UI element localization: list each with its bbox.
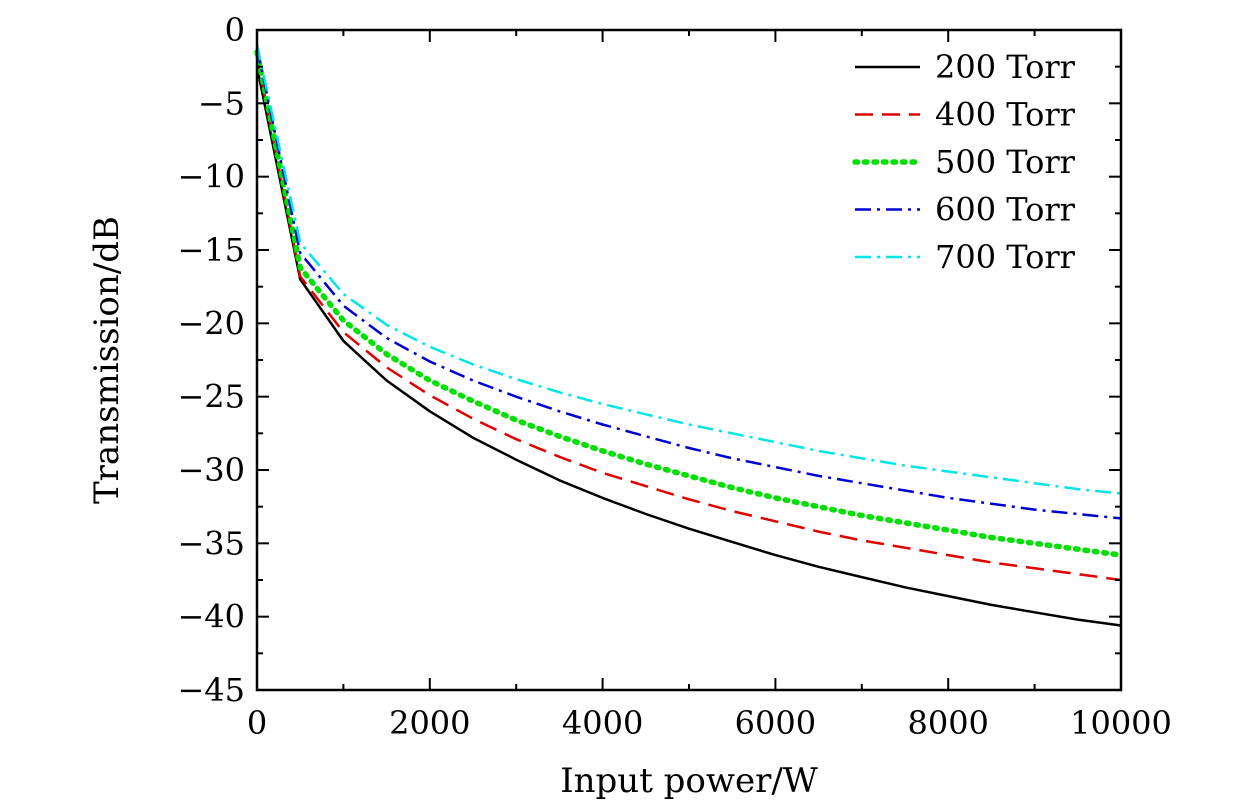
legend-label-3: 500 Torr — [935, 143, 1076, 181]
series-line-5 — [255, 44, 1122, 495]
axis-ticks — [256, 29, 1122, 691]
x-tick-label: 8000 — [907, 704, 988, 742]
x-tick-label: 4000 — [562, 704, 643, 742]
legend-label-1: 200 Torr — [935, 48, 1076, 86]
y-tick-label: −5 — [198, 84, 245, 122]
y-tick-label: −20 — [177, 304, 245, 342]
series-line-3 — [254, 49, 1124, 558]
legend-label-5: 700 Torr — [935, 238, 1076, 276]
legend: 200 Torr 400 Torr 500 Torr 600 Torr 700 Torr — [852, 48, 1076, 276]
y-tick-label: −15 — [177, 231, 245, 269]
x-tick-label: 10000 — [1070, 704, 1172, 742]
x-axis-title: Input power/W — [560, 761, 818, 801]
y-tick-label: −35 — [177, 524, 245, 562]
y-axis-title: Transmission/dB — [87, 216, 127, 504]
series-line-1 — [255, 66, 1122, 627]
x-tick-label: 6000 — [735, 704, 816, 742]
series-line-2 — [255, 56, 1122, 582]
plot-lines — [254, 44, 1124, 627]
y-tick-label: −30 — [177, 451, 245, 489]
legend-label-2: 400 Torr — [935, 96, 1076, 134]
y-tick-label: −45 — [177, 671, 245, 709]
tick-labels: 0 2000 4000 6000 8000 10000 0 −5 −10 −15 −20 −25 −30… — [177, 11, 1171, 742]
y-tick-label: −25 — [177, 378, 245, 416]
y-tick-label: −40 — [177, 598, 245, 636]
y-tick-label: −10 — [177, 158, 245, 196]
y-tick-label: 0 — [225, 11, 245, 49]
legend-label-4: 600 Torr — [935, 191, 1076, 229]
series-line-4 — [255, 47, 1122, 520]
x-tick-label: 0 — [247, 704, 267, 742]
x-tick-label: 2000 — [389, 704, 470, 742]
